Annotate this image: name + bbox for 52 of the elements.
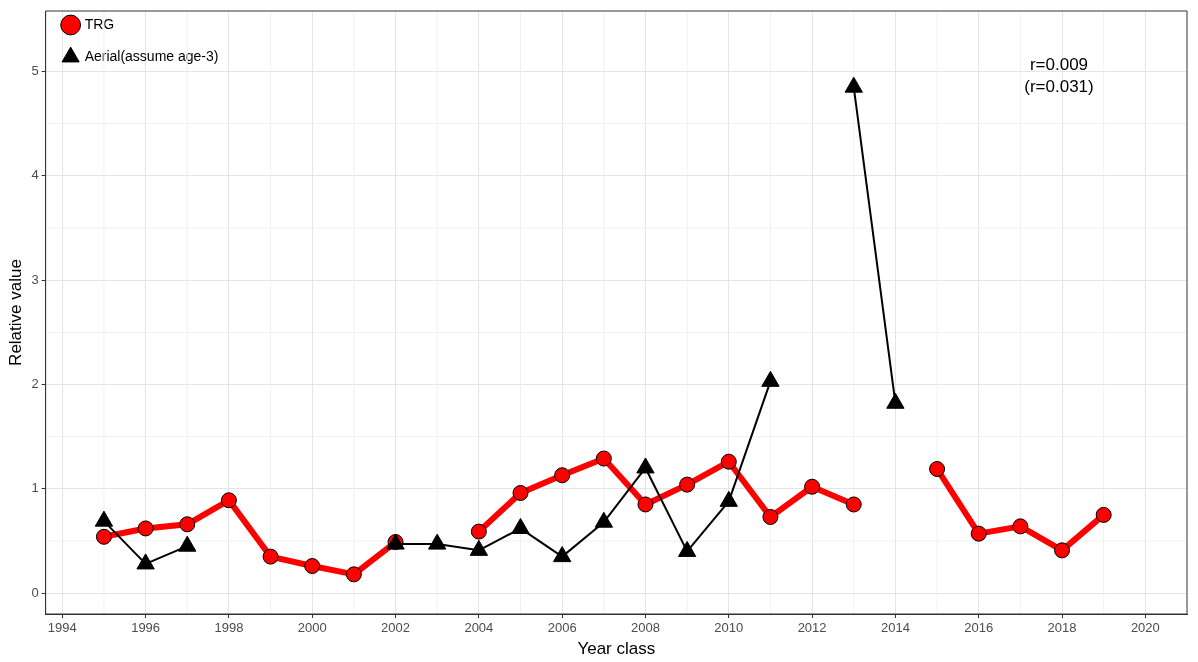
point	[845, 496, 862, 513]
point	[554, 467, 571, 484]
point	[595, 450, 612, 467]
point	[470, 523, 487, 540]
x-tick-label: 1994	[47, 620, 77, 636]
point	[1095, 506, 1112, 523]
y-axis-title: Relative value	[5, 259, 25, 366]
y-tick-label: 1	[31, 480, 39, 496]
y-tick-label: 0	[31, 584, 39, 600]
point	[95, 528, 112, 545]
x-tick-label: 2000	[297, 620, 327, 636]
x-tick-label: 2002	[381, 620, 410, 636]
y-tick-label: 5	[31, 63, 39, 79]
x-tick-label: 2006	[547, 620, 577, 636]
point	[844, 76, 863, 93]
point	[179, 516, 196, 533]
x-tick-label: 2012	[797, 620, 827, 636]
point	[761, 370, 780, 387]
x-tick-label: 2010	[714, 620, 744, 636]
annotation: r=0.009	[1029, 54, 1089, 74]
point	[804, 478, 821, 495]
x-tick-label: 2018	[1047, 620, 1077, 636]
x-tick-label: 2016	[964, 620, 994, 636]
y-tick-label: 3	[31, 271, 39, 287]
point	[304, 558, 321, 575]
y-tick-label: 4	[31, 167, 39, 183]
x-tick-label: 2014	[880, 620, 910, 636]
x-tick-label: 1996	[131, 620, 161, 636]
x-tick-label: 2020	[1130, 620, 1160, 636]
x-tick-label: 1998	[214, 620, 244, 636]
point	[345, 566, 362, 583]
point	[1012, 518, 1029, 535]
point	[220, 492, 237, 509]
point	[720, 453, 737, 470]
point	[636, 457, 655, 474]
annotation: (r=0.031)	[1024, 76, 1094, 96]
point	[929, 460, 946, 477]
legend-label: TRG	[84, 15, 115, 32]
point	[262, 548, 279, 565]
point	[886, 392, 905, 409]
y-tick-label: 2	[31, 376, 39, 392]
x-axis-title: Year class	[577, 639, 656, 659]
point	[637, 496, 654, 513]
point	[970, 525, 987, 542]
point	[679, 476, 696, 493]
point	[137, 520, 154, 537]
point	[512, 484, 529, 501]
x-tick-label: 2004	[464, 620, 494, 636]
x-tick-label: 2008	[631, 620, 660, 636]
point	[1054, 542, 1071, 559]
point	[762, 508, 779, 525]
legend-label: Aerial(assume age-3)	[84, 47, 219, 64]
